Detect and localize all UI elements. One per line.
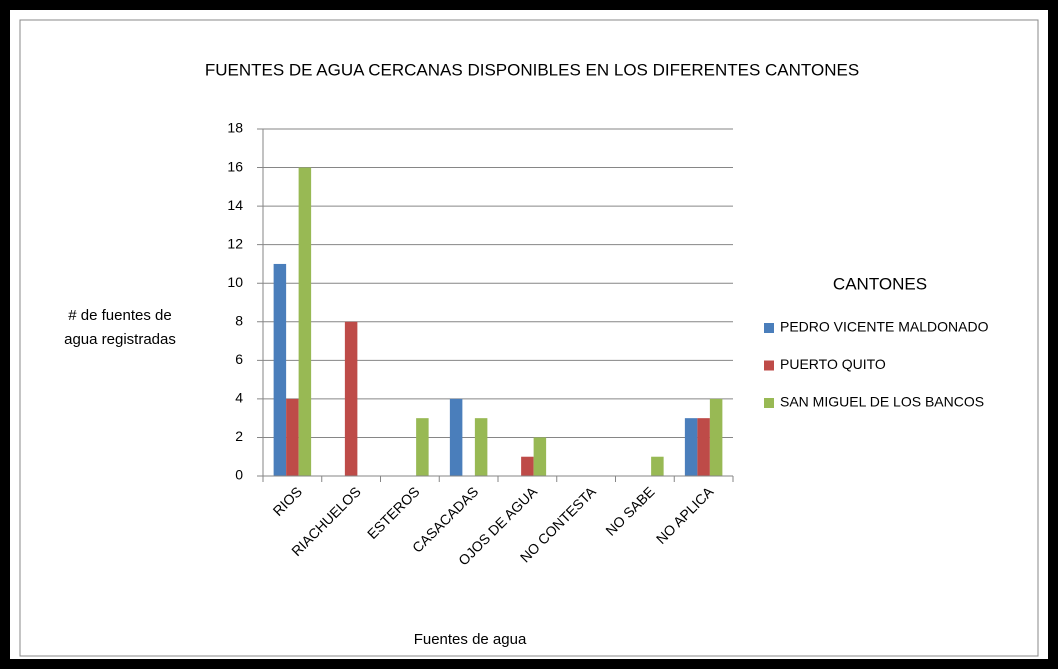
bar: [697, 418, 710, 476]
chart-frame: [19, 19, 1039, 657]
legend-swatch: [764, 398, 774, 408]
bar: [298, 167, 312, 477]
y-tick-label: 10: [227, 274, 243, 290]
chart-title: FUENTES DE AGUA CERCANAS DISPONIBLES EN …: [205, 60, 859, 79]
y-tick-label: 0: [235, 467, 243, 483]
y-tick-label: 12: [227, 235, 243, 251]
y-axis-label: agua registradas: [64, 331, 176, 348]
legend-label: PEDRO VICENTE MALDONADO: [780, 319, 989, 335]
y-axis-label: # de fuentes de: [68, 307, 171, 324]
y-tick-label: 8: [235, 312, 243, 328]
y-tick-label: 4: [235, 390, 243, 406]
bar: [533, 437, 547, 476]
bar: [474, 418, 488, 476]
y-tick-label: 2: [235, 428, 243, 444]
bar: [521, 456, 534, 476]
legend-swatch: [764, 323, 774, 333]
bar: [416, 418, 429, 476]
y-tick-label: 14: [227, 197, 243, 213]
bar: [286, 398, 299, 476]
y-tick-label: 18: [227, 120, 243, 136]
bar: [709, 398, 723, 476]
bar: [449, 398, 463, 476]
y-tick-label: 16: [227, 158, 243, 174]
bar: [651, 456, 664, 476]
legend-label: SAN MIGUEL DE LOS BANCOS: [780, 394, 984, 410]
bar: [273, 263, 287, 476]
y-tick-label: 6: [235, 351, 243, 367]
legend-title: CANTONES: [833, 274, 927, 293]
bar: [684, 418, 698, 476]
x-axis-label: Fuentes de agua: [414, 631, 527, 648]
legend-label: PUERTO QUITO: [780, 356, 886, 372]
legend-swatch: [764, 360, 774, 371]
bar: [344, 321, 358, 476]
